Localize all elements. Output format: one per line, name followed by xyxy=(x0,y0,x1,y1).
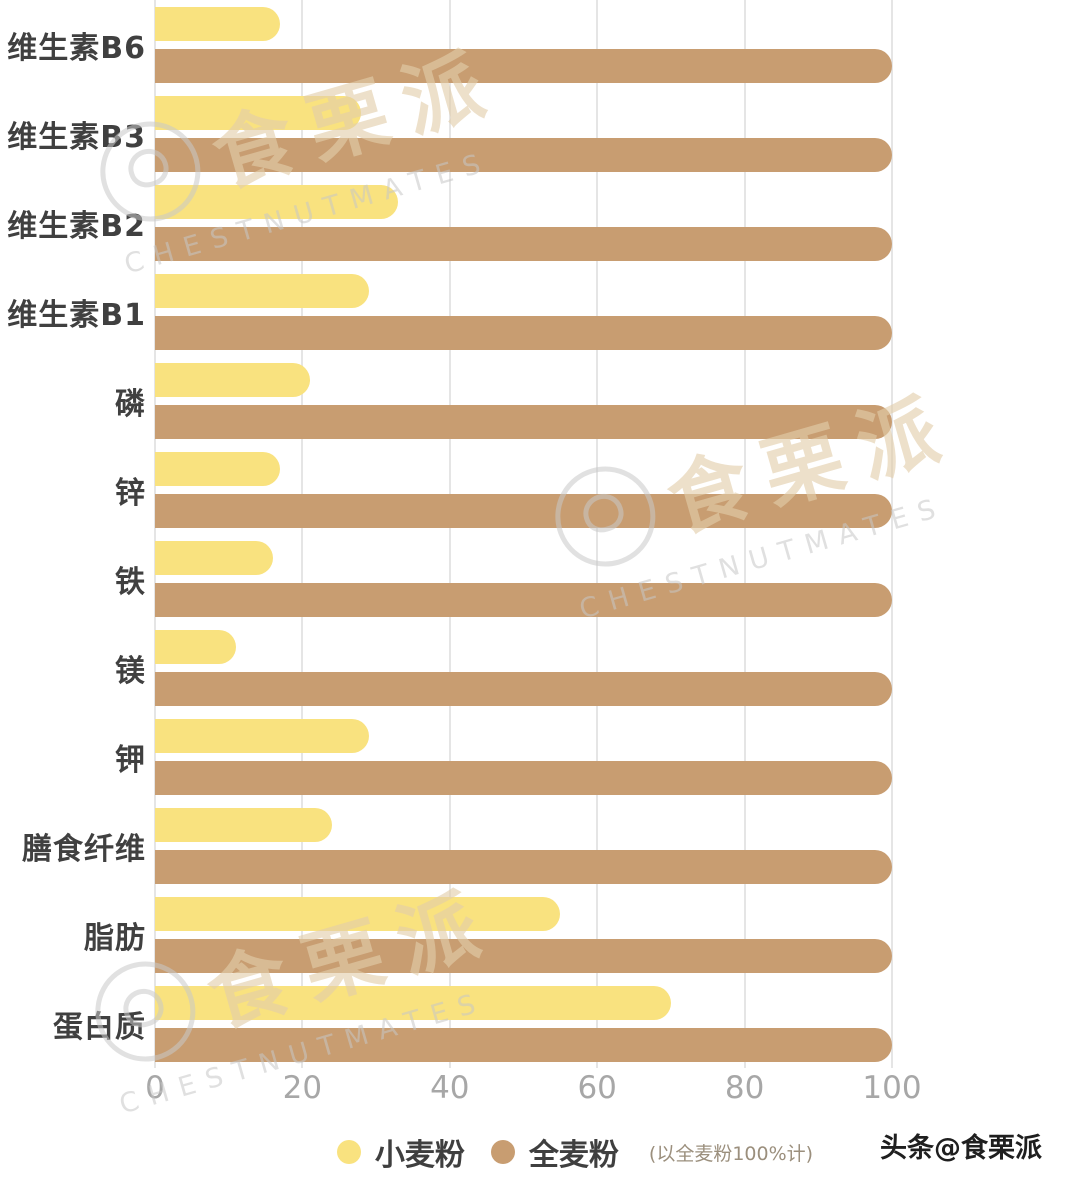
gridlines xyxy=(154,0,893,1068)
category-label: 蛋白质 xyxy=(53,1009,146,1045)
legend: 小麦粉 全麦粉 (以全麦粉100%计) xyxy=(0,1130,1080,1174)
bar-小麦粉 xyxy=(155,451,281,486)
x-tick-label: 80 xyxy=(724,1070,765,1106)
legend-note: (以全麦粉100%计) xyxy=(648,1142,814,1165)
bar-小麦粉 xyxy=(155,540,273,575)
bar-全麦粉 xyxy=(155,760,892,795)
bar-小麦粉 xyxy=(155,807,332,842)
bar-小麦粉 xyxy=(155,629,237,664)
bar-小麦粉 xyxy=(155,896,561,931)
chart-row: 膳食纤维 xyxy=(0,801,1080,890)
bar-全麦粉 xyxy=(155,404,892,439)
bar-小麦粉 xyxy=(155,95,362,130)
bar-全麦粉 xyxy=(155,493,892,528)
credit-watermark: 头条@食栗派 xyxy=(880,1133,1042,1164)
wheat-flour-dot-icon xyxy=(336,1140,361,1164)
wholewheat-flour-dot-icon xyxy=(490,1140,515,1164)
chart-row: 维生素B3 xyxy=(0,89,1080,178)
category-label: 膳食纤维 xyxy=(22,831,146,867)
category-label: 钾 xyxy=(115,742,146,778)
x-tick-label: 60 xyxy=(577,1070,617,1106)
chart-row: 铁 xyxy=(0,534,1080,623)
legend-item-wholewheat-flour: 全麦粉 xyxy=(490,1130,619,1174)
category-label: 维生素B6 xyxy=(7,30,146,66)
bar-全麦粉 xyxy=(155,849,892,884)
category-label: 铁 xyxy=(115,564,146,600)
chart-row: 锌 xyxy=(0,445,1080,534)
chart-row: 脂肪 xyxy=(0,890,1080,979)
x-tick-label: 40 xyxy=(430,1070,470,1106)
x-tick-label: 0 xyxy=(145,1070,165,1106)
chart-row: 钾 xyxy=(0,712,1080,801)
bar-全麦粉 xyxy=(155,137,892,172)
gridline xyxy=(596,0,599,1068)
bar-小麦粉 xyxy=(155,718,369,753)
gridline xyxy=(154,0,156,1068)
bar-小麦粉 xyxy=(155,184,399,219)
bar-全麦粉 xyxy=(155,671,892,706)
bar-小麦粉 xyxy=(155,6,281,41)
bar-全麦粉 xyxy=(155,938,892,973)
category-label: 锌 xyxy=(115,475,146,511)
category-label: 镁 xyxy=(115,653,146,689)
gridline xyxy=(743,0,746,1068)
legend-label-wheat-flour: 小麦粉 xyxy=(374,1138,465,1173)
bar-全麦粉 xyxy=(155,582,892,617)
bar-全麦粉 xyxy=(155,48,892,83)
category-label: 维生素B2 xyxy=(7,208,146,244)
chart-row: 维生素B6 xyxy=(0,0,1080,89)
gridline xyxy=(891,0,893,1068)
chart-row: 维生素B2 xyxy=(0,178,1080,267)
bar-全麦粉 xyxy=(155,315,892,350)
bar-全麦粉 xyxy=(155,226,892,261)
x-tick-label: 100 xyxy=(862,1070,922,1106)
category-label: 维生素B1 xyxy=(7,297,146,333)
chart-row: 镁 xyxy=(0,623,1080,712)
bar-全麦粉 xyxy=(155,1027,892,1062)
category-label: 脂肪 xyxy=(84,920,146,956)
gridline xyxy=(301,0,304,1068)
gridline xyxy=(448,0,451,1068)
chart-rows: 维生素B6 维生素B3 维生素B2 维生素B1 磷锌铁镁钾膳食纤维脂肪蛋白质 xyxy=(0,0,1080,1068)
bar-小麦粉 xyxy=(155,273,369,308)
chart-row: 蛋白质 xyxy=(0,979,1080,1068)
chart-row: 磷 xyxy=(0,356,1080,445)
bar-小麦粉 xyxy=(155,362,310,397)
category-label: 磷 xyxy=(115,386,146,422)
chart-row: 维生素B1 xyxy=(0,267,1080,356)
legend-item-wheat-flour: 小麦粉 xyxy=(336,1130,465,1174)
legend-label-wholewheat-flour: 全麦粉 xyxy=(528,1138,619,1173)
x-tick-label: 20 xyxy=(282,1070,323,1106)
x-axis: 0 20 40 60 80 100 xyxy=(145,1070,921,1110)
category-label: 维生素B3 xyxy=(7,119,146,155)
bar-小麦粉 xyxy=(155,985,671,1020)
